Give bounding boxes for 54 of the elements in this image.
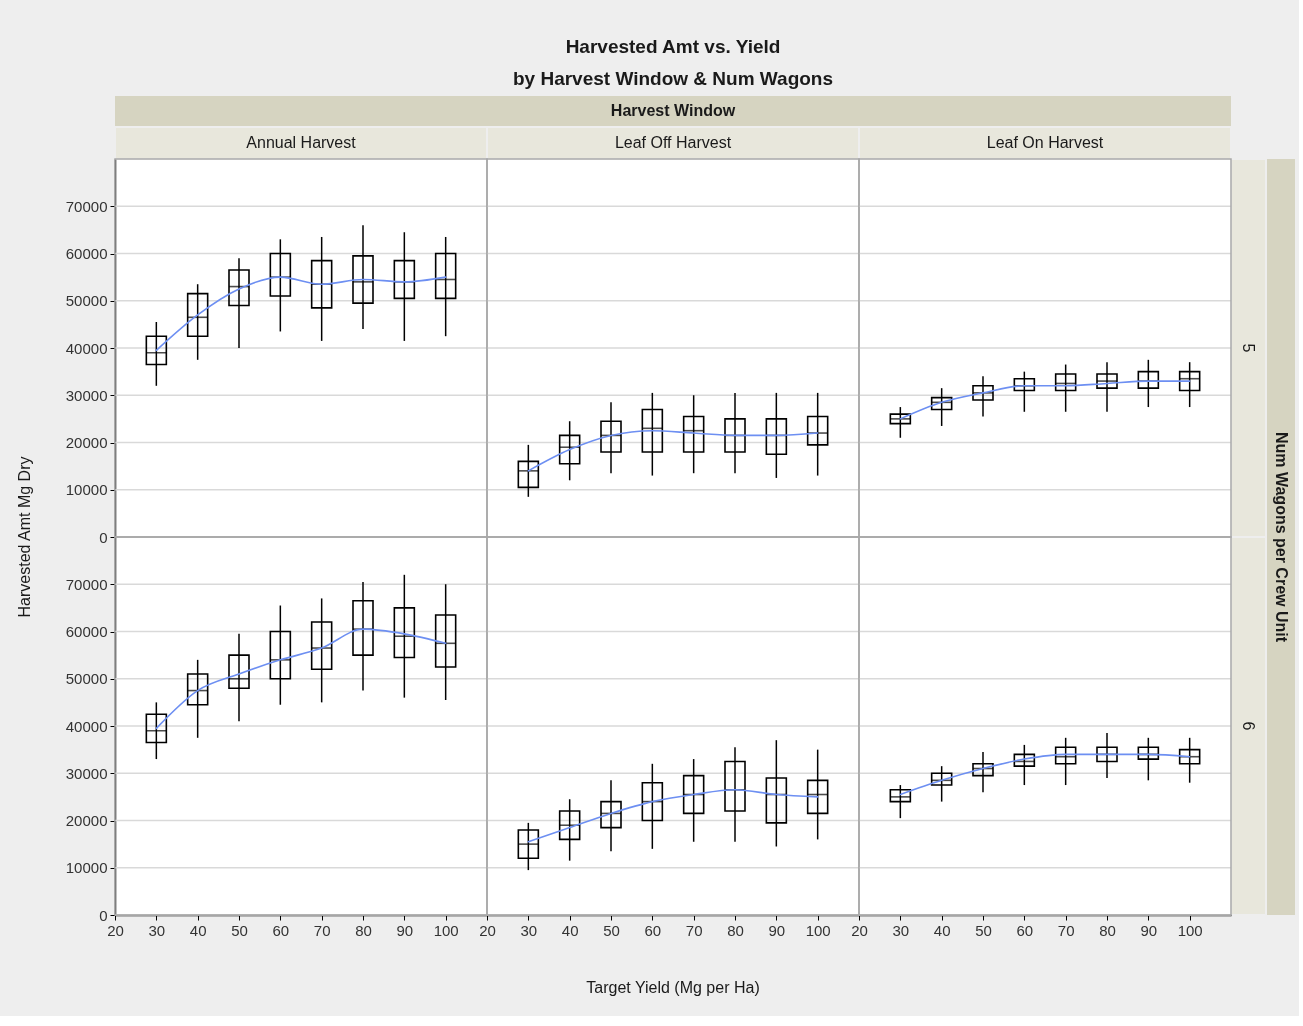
x-tick-label: 60: [644, 921, 662, 939]
text: Harvest Window: [610, 102, 736, 119]
y-tick-label: 10000: [65, 859, 108, 877]
y-tick-label: 0: [99, 528, 108, 546]
x-tick-label: 70: [313, 921, 331, 939]
text: Target Yield (Mg per Ha): [586, 979, 760, 996]
x-tick-label: 60: [1016, 921, 1034, 939]
x-tick-label: 80: [1099, 921, 1116, 939]
x-tick-label: 40: [933, 921, 951, 939]
y-tick-label: 20000: [65, 434, 108, 451]
y-tick-label: 30000: [65, 764, 108, 782]
x-tick-label: 30: [892, 921, 910, 939]
x-tick-label: 100: [433, 921, 459, 939]
y-tick-label: 70000: [65, 197, 108, 215]
x-tick-label: 90: [1140, 921, 1158, 939]
x-tick-label: 90: [396, 921, 414, 939]
x-tick-label: 80: [727, 921, 744, 939]
x-tick-label: 40: [561, 921, 579, 939]
y-tick-label: 70000: [65, 575, 108, 593]
x-tick-label: 20: [107, 921, 124, 939]
y-tick-label: 0: [99, 906, 108, 924]
x-tick-label: 100: [805, 921, 831, 939]
text: 5: [1240, 343, 1257, 353]
y-tick-label: 40000: [65, 339, 108, 357]
chart-title: Leaf Off Harvest: [614, 134, 732, 151]
x-tick-label: 20: [479, 921, 496, 939]
y-tick-label: 50000: [65, 670, 108, 688]
y-tick-label: 50000: [65, 292, 108, 310]
y-tick-label: 10000: [65, 481, 108, 499]
x-tick-label: 100: [1177, 921, 1203, 939]
x-tick-label: 50: [603, 921, 620, 939]
y-tick-label: 60000: [65, 623, 108, 640]
x-tick-label: 50: [231, 921, 248, 939]
text: Harvested Amt vs. Yield: [565, 36, 781, 57]
x-tick-label: 90: [768, 921, 786, 939]
text: by Harvest Window & Num Wagons: [512, 68, 834, 89]
chart-title: Leaf On Harvest: [986, 134, 1104, 151]
y-tick-label: 30000: [65, 386, 108, 404]
x-tick-label: 30: [148, 921, 166, 939]
x-tick-label: 30: [520, 921, 538, 939]
x-tick-label: 40: [189, 921, 207, 939]
text: Harvested Amt Mg Dry: [16, 456, 33, 618]
y-tick-label: 40000: [65, 717, 108, 735]
y-tick-label: 60000: [65, 245, 108, 262]
x-tick-label: 60: [272, 921, 290, 939]
x-tick-label: 20: [851, 921, 868, 939]
text: 6: [1240, 721, 1257, 731]
text: Num Wagons per Crew Unit: [1273, 431, 1290, 643]
x-tick-label: 80: [355, 921, 372, 939]
chart-title: Annual Harvest: [246, 134, 357, 151]
x-tick-label: 50: [975, 921, 992, 939]
y-tick-label: 20000: [65, 812, 108, 829]
x-tick-label: 70: [1057, 921, 1075, 939]
x-tick-label: 70: [685, 921, 703, 939]
